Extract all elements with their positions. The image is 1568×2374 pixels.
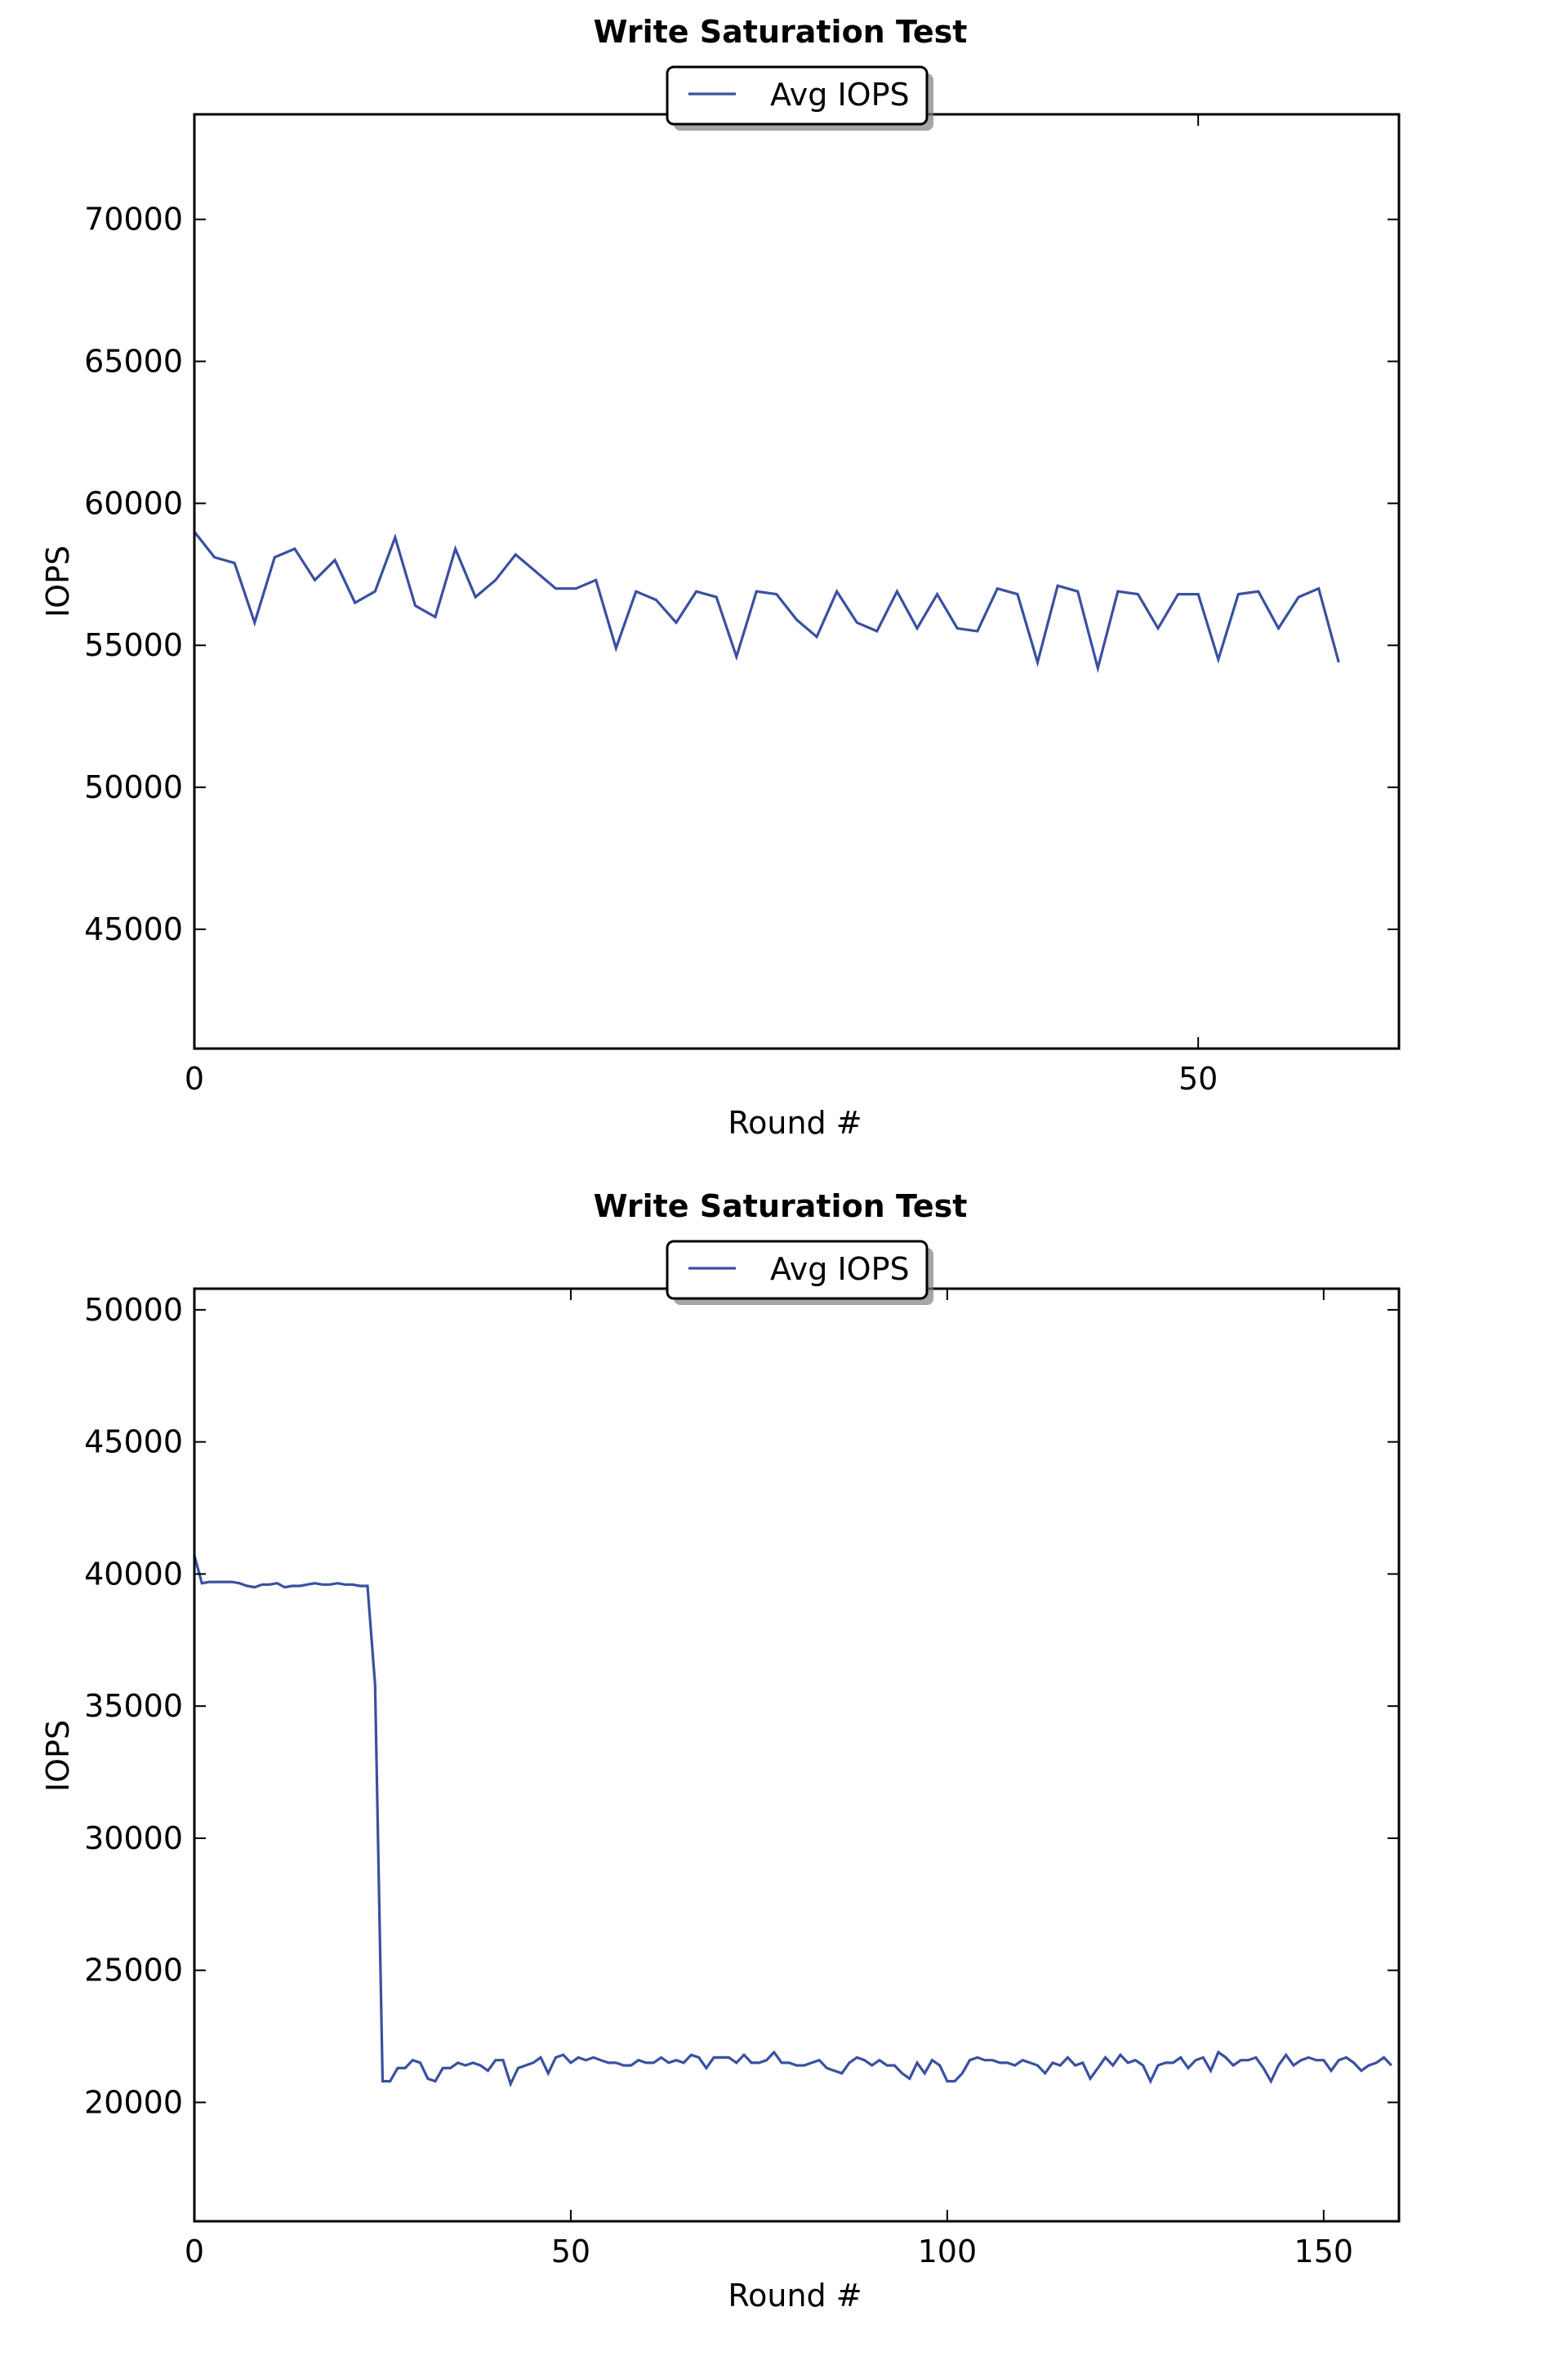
legend: Avg IOPS bbox=[666, 1240, 933, 1305]
legend: Avg IOPS bbox=[666, 65, 933, 131]
y-tick-label: 45000 bbox=[84, 911, 183, 947]
x-axis-label: Round # bbox=[728, 2278, 862, 2314]
y-axis-label: IOPS bbox=[40, 546, 76, 617]
y-tick-label: 35000 bbox=[84, 1688, 183, 1724]
x-tick-label: 150 bbox=[1294, 2234, 1354, 2269]
series-line-avg-iops bbox=[194, 531, 1340, 674]
x-tick-label: 100 bbox=[918, 2234, 978, 2269]
x-tick-label: 50 bbox=[551, 2234, 590, 2269]
y-tick-label: 30000 bbox=[84, 1820, 183, 1856]
y-tick-label: 60000 bbox=[84, 485, 183, 521]
series-line-avg-iops bbox=[194, 1555, 1392, 2088]
x-axis-label: Round # bbox=[728, 1105, 862, 1141]
y-tick-label: 50000 bbox=[84, 769, 183, 805]
chart-2-svg: Write Saturation Test 20000 25000 30000 3500… bbox=[40, 1188, 1401, 2314]
legend-label: Avg IOPS bbox=[770, 1251, 910, 1287]
x-tick-label: 0 bbox=[185, 1061, 204, 1097]
axes-frame bbox=[193, 113, 1401, 1050]
x-tick-label: 0 bbox=[185, 2234, 204, 2269]
y-axis-label: IOPS bbox=[40, 1720, 76, 1792]
y-tick-label: 50000 bbox=[84, 1292, 183, 1328]
y-tick-label: 25000 bbox=[84, 1953, 183, 1989]
chart-title: Write Saturation Test bbox=[594, 1188, 968, 1224]
y-tick-label: 70000 bbox=[84, 202, 183, 238]
chart-2: Write Saturation Test 20000 25000 30000 3500… bbox=[0, 1184, 1568, 2371]
y-tick-label: 40000 bbox=[84, 1556, 183, 1592]
legend-label: Avg IOPS bbox=[770, 77, 910, 113]
axes-frame bbox=[193, 1287, 1401, 2223]
y-tick-label: 55000 bbox=[84, 627, 183, 663]
y-tick-label: 20000 bbox=[84, 2084, 183, 2120]
y-tick-label: 45000 bbox=[84, 1424, 183, 1460]
chart-1: Write Saturation Test 45000 50000 55000 6000… bbox=[0, 0, 1568, 1184]
x-tick-label: 50 bbox=[1178, 1061, 1218, 1097]
chart-1-svg: Write Saturation Test 45000 50000 55000 6000… bbox=[40, 14, 1401, 1141]
chart-title: Write Saturation Test bbox=[594, 14, 968, 50]
y-tick-label: 65000 bbox=[84, 344, 183, 380]
